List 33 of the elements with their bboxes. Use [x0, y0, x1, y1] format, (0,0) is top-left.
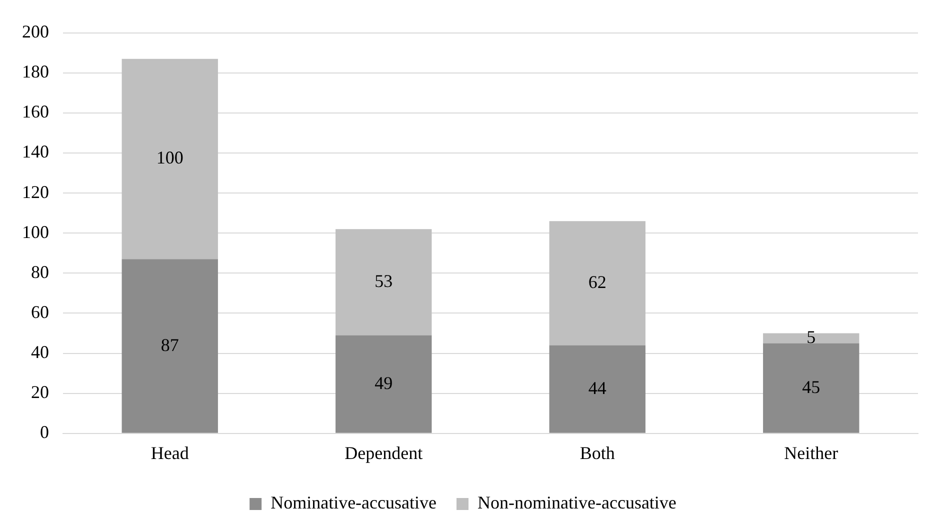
bar [549, 221, 646, 346]
data-label: 45 [802, 376, 820, 397]
y-tick-label: 20 [31, 382, 49, 402]
data-label: 44 [588, 378, 606, 398]
y-tick-label: 60 [31, 302, 49, 322]
data-label: 100 [156, 148, 184, 168]
x-tick-label: Head [150, 442, 189, 463]
x-tick-label: Both [580, 442, 615, 463]
y-tick-label: 120 [22, 182, 49, 202]
x-tick-label: Dependent [344, 442, 423, 463]
bar [763, 333, 860, 344]
x-tick-label: Neither [784, 442, 838, 463]
data-label: 5 [806, 326, 816, 347]
bar [122, 58, 218, 260]
bar [122, 259, 218, 433]
bar [336, 229, 432, 336]
data-label: 49 [374, 372, 393, 393]
data-label: 62 [588, 272, 606, 292]
y-tick-label: 0 [40, 422, 49, 442]
bar [549, 345, 646, 433]
bar [336, 335, 432, 433]
data-label: 53 [374, 270, 393, 291]
legend-label: Non-nominative-accusative [478, 492, 676, 513]
y-tick-label: 80 [31, 262, 49, 282]
y-tick-label: 180 [22, 62, 49, 82]
y-tick-label: 200 [22, 22, 49, 42]
y-tick-label: 140 [22, 142, 49, 162]
y-tick-label: 40 [31, 342, 49, 362]
data-label: 87 [160, 334, 179, 355]
y-tick-label: 100 [22, 222, 49, 242]
legend-label: Nominative-accusative [270, 492, 437, 513]
bar [763, 343, 860, 433]
y-tick-label: 160 [22, 102, 49, 122]
